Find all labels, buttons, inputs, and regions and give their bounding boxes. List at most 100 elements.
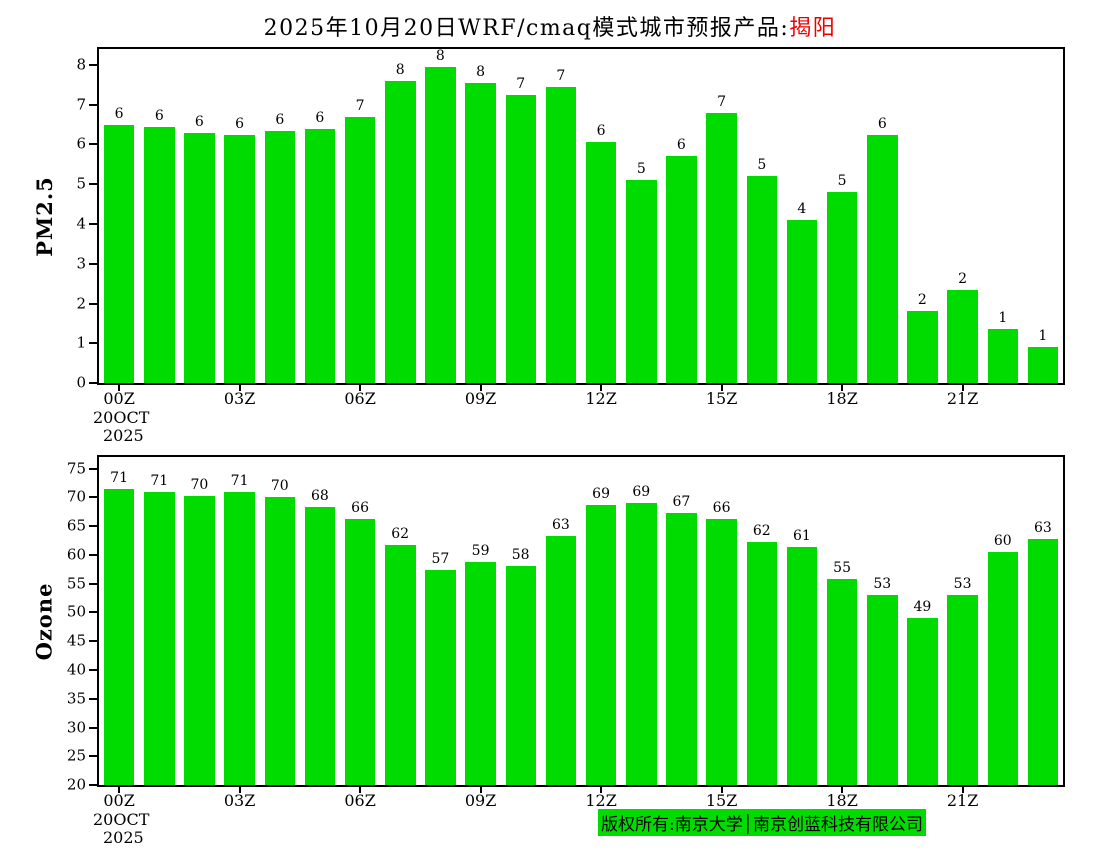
y-tick-label: 25	[66, 746, 86, 765]
bar	[826, 579, 858, 785]
x-tick-mark	[961, 383, 964, 391]
x-tick-label: 21Z	[946, 791, 979, 810]
date-line2: 2025	[103, 426, 144, 446]
bar	[505, 94, 536, 383]
y-tick-label: 6	[76, 134, 86, 153]
x-tick-mark	[841, 383, 844, 391]
bar-value-label: 62	[752, 522, 771, 539]
bar	[184, 132, 215, 383]
bar-value-label: 67	[672, 493, 691, 510]
bar-value-label: 71	[230, 472, 249, 489]
bar-value-label: 6	[315, 109, 325, 126]
bar-value-label: 5	[636, 161, 646, 178]
bar	[103, 124, 135, 383]
x-tick-mark	[359, 785, 362, 793]
bar-value-label: 69	[592, 485, 611, 502]
y-tick-mark	[89, 342, 97, 345]
x-tick-mark	[841, 785, 844, 793]
pm25-axis-title-text: PM2.5	[31, 175, 57, 257]
bar	[224, 491, 255, 785]
x-tick-mark	[961, 785, 964, 793]
x-tick-label: 06Z	[344, 791, 376, 810]
bar	[344, 518, 376, 785]
y-tick-label: 5	[76, 174, 86, 193]
x-tick-label: 15Z	[705, 389, 738, 408]
bar-value-label: 71	[150, 472, 169, 489]
bar	[987, 329, 1018, 383]
bar	[1027, 538, 1059, 785]
y-tick-mark	[89, 755, 97, 758]
y-tick-mark	[89, 525, 97, 528]
y-tick-mark	[89, 582, 97, 585]
x-tick-label: 09Z	[464, 791, 497, 810]
bar	[626, 180, 657, 383]
bar	[666, 156, 697, 383]
y-tick-label: 50	[66, 602, 86, 621]
page-title: 2025年10月20日WRF/cmaq模式城市预报产品:揭阳	[0, 10, 1100, 42]
page-title-city: 揭阳	[789, 16, 837, 41]
y-tick-label: 1	[76, 333, 86, 352]
y-tick-mark	[89, 262, 97, 265]
bar	[425, 570, 456, 785]
bar	[1027, 347, 1059, 383]
pm25-axis-title: PM2.5	[27, 49, 61, 383]
bar-value-label: 2	[917, 292, 927, 309]
x-tick-mark	[479, 785, 482, 793]
x-tick-label: 18Z	[826, 791, 858, 810]
bar-value-label: 60	[993, 532, 1012, 549]
x-tick-label: 06Z	[344, 389, 376, 408]
bar	[947, 595, 978, 785]
bar-value-label: 8	[476, 63, 486, 80]
bar	[224, 134, 255, 383]
bar-value-label: 66	[351, 499, 370, 516]
bar-value-label: 6	[877, 115, 887, 132]
bar	[907, 311, 938, 383]
x-tick-mark	[600, 383, 603, 391]
bar-value-label: 71	[110, 469, 129, 486]
x-tick-label: 03Z	[223, 389, 256, 408]
bar-value-label: 59	[471, 543, 490, 560]
bar	[304, 507, 336, 785]
bar-value-label: 7	[556, 67, 566, 84]
y-tick-label: 4	[76, 214, 86, 233]
bar-value-label: 7	[516, 75, 526, 92]
x-tick-label: 18Z	[826, 389, 858, 408]
x-tick-label: 00Z	[103, 791, 135, 810]
x-tick-label: 00Z	[103, 389, 135, 408]
bar	[144, 126, 175, 383]
x-tick-mark	[720, 383, 723, 391]
y-tick-label: 0	[76, 373, 86, 392]
bar	[746, 176, 777, 383]
bar	[344, 116, 376, 383]
bar	[385, 80, 416, 383]
bar	[666, 512, 697, 785]
bar-value-label: 68	[310, 488, 329, 505]
bar-value-label: 69	[632, 484, 651, 500]
bar-value-label: 5	[757, 157, 767, 174]
bar-value-label: 62	[391, 526, 410, 542]
bar-value-label: 70	[270, 478, 289, 495]
ozone-chart: Ozone 20OCT 2025 71 71 70 71 70 68 66 62 57 59 58 63…	[32, 455, 1065, 847]
bar-value-label: 53	[873, 576, 892, 593]
y-tick-mark	[89, 467, 97, 470]
x-tick-mark	[238, 383, 241, 391]
date-line1: 20OCT	[93, 408, 150, 427]
x-tick-label: 21Z	[946, 389, 979, 408]
bar-value-label: 63	[551, 517, 570, 534]
y-tick-mark	[89, 143, 97, 146]
bar	[706, 112, 737, 383]
bar	[465, 82, 496, 383]
bar	[867, 595, 898, 785]
date-line2: 2025	[103, 828, 144, 848]
x-tick-mark	[720, 785, 723, 793]
bar-value-label: 6	[676, 137, 686, 154]
y-tick-mark	[89, 382, 97, 384]
y-tick-label: 70	[66, 487, 86, 506]
bar	[987, 551, 1018, 785]
y-tick-mark	[89, 302, 97, 305]
bar-value-label: 1	[1038, 328, 1048, 345]
y-tick-label: 65	[66, 516, 86, 535]
y-tick-mark	[89, 223, 97, 225]
bar-value-label: 6	[275, 111, 285, 128]
